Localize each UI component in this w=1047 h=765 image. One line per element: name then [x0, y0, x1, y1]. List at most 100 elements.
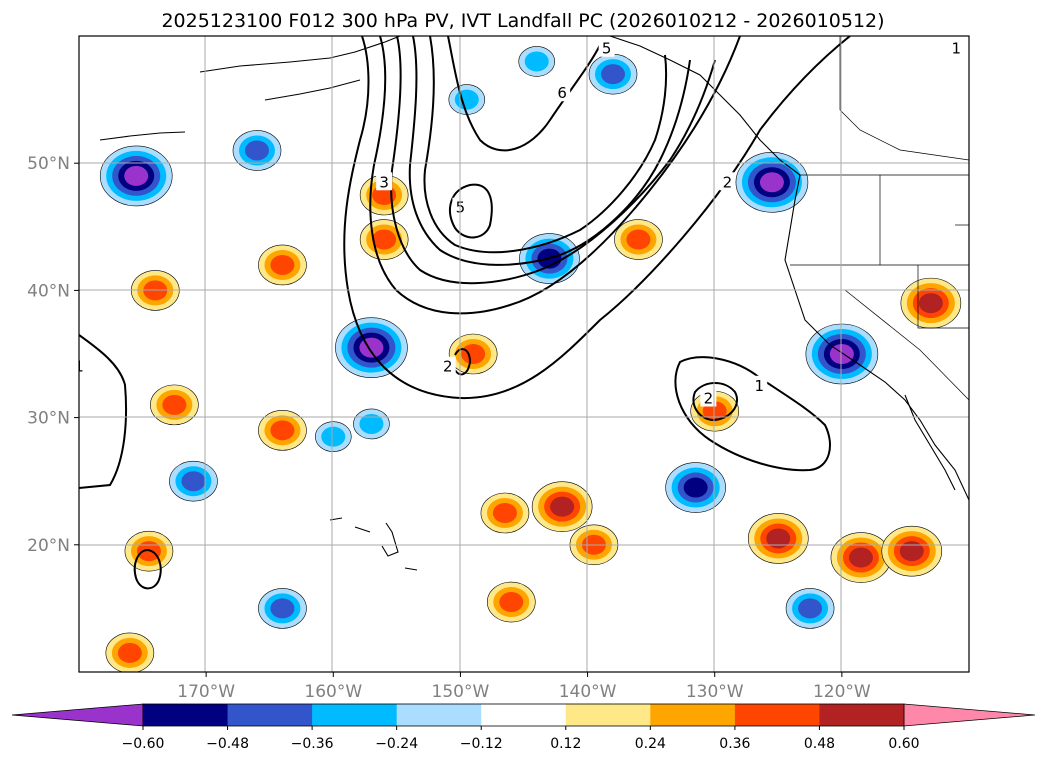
- colorbar-tick-label: 0.48: [804, 736, 835, 752]
- anomaly-blob-ring: [626, 229, 651, 250]
- contour-label-bg: [700, 388, 717, 407]
- anomaly-blob-ring: [798, 598, 823, 619]
- colorbar-extend-high: [903, 703, 1036, 727]
- contour-label-bg: [554, 83, 571, 102]
- colorbar-segment: [312, 704, 398, 726]
- anomaly-blob: [486, 581, 536, 623]
- colorbar-tick-label: 0.36: [719, 736, 750, 752]
- contour-label-bg: [79, 356, 87, 375]
- lon-tick-label: 140°W: [559, 682, 617, 702]
- anomaly-blob-ring: [117, 642, 142, 663]
- contour-label: 2: [723, 173, 733, 191]
- anomaly-blob-ring: [499, 592, 524, 613]
- anomaly-blob: [258, 410, 307, 451]
- colorbar-segment: [396, 704, 482, 726]
- anomaly-blob: [735, 151, 809, 213]
- contour-label: 6: [557, 84, 567, 102]
- lat-tick-label: 50°N: [27, 154, 70, 174]
- anomaly-blob: [99, 145, 173, 207]
- anomaly-blob: [480, 492, 530, 534]
- anomaly-blob: [258, 244, 307, 286]
- anomaly-blob-ring: [454, 89, 479, 110]
- colorbar-tick-label: −0.48: [206, 736, 249, 752]
- contour-label-bg: [598, 38, 615, 57]
- contour-label: 5: [602, 40, 612, 58]
- colorbar-segment: [143, 704, 229, 726]
- colorbar-outline: [142, 703, 905, 727]
- anomaly-blob-ring: [524, 51, 549, 72]
- chart-title: 2025123100 F012 300 hPa PV, IVT Landfall…: [161, 10, 884, 32]
- anomaly-blob-ring: [321, 426, 346, 447]
- anomaly-blob-ring: [270, 598, 295, 619]
- colorbar-tick-labels: −0.60 −0.48 −0.36 −0.24 −0.12 0.12 0.24 0.36 0.4…: [122, 726, 920, 752]
- anomaly-blob: [588, 53, 638, 95]
- anomaly-blob: [900, 277, 962, 329]
- anomaly-blob: [448, 84, 486, 115]
- lat-tick-label: 30°N: [27, 409, 70, 429]
- anomaly-blob: [805, 323, 879, 385]
- anomaly-blob-ring: [492, 503, 517, 523]
- contour-label: 2: [704, 390, 714, 408]
- contour-label-bg: [719, 172, 736, 191]
- pv-contours: [79, 36, 851, 590]
- anomaly-blob-ring: [683, 477, 708, 498]
- contour-label-bg: [948, 38, 965, 57]
- colorbar-segment: [734, 704, 820, 726]
- anomaly-blob: [785, 588, 835, 629]
- lon-tick-label: 170°W: [177, 682, 235, 702]
- longitude-tick-labels: 170°W 160°W 150°W 140°W 130°W 120°W: [177, 672, 871, 702]
- coastlines: [99, 36, 969, 571]
- colorbar: [11, 703, 1036, 727]
- anomaly-blob: [169, 460, 218, 502]
- colorbar-tick-label: −0.36: [291, 736, 334, 752]
- lat-tick-label: 40°N: [27, 281, 70, 301]
- lon-tick-label: 130°W: [686, 682, 744, 702]
- contour-label-bg: [376, 172, 393, 191]
- gridlines: [79, 36, 969, 672]
- lat-tick-label: 20°N: [27, 536, 70, 556]
- anomaly-blob-ring: [759, 172, 784, 193]
- lon-tick-label: 150°W: [432, 682, 490, 702]
- anomaly-blob: [747, 513, 809, 564]
- contour-label: 1: [754, 377, 764, 395]
- anomaly-blob-ring: [181, 471, 206, 492]
- contour-label-bg: [751, 375, 768, 394]
- anomaly-blob-ring: [899, 541, 924, 562]
- anomaly-blob: [105, 632, 155, 672]
- anomaly-blob-ring: [372, 229, 397, 250]
- anomaly-blob-ring: [601, 64, 625, 85]
- anomaly-blob: [881, 525, 943, 577]
- contour-label: 2: [443, 358, 453, 376]
- anomaly-blob: [314, 421, 352, 452]
- colorbar-tick-label: −0.12: [460, 736, 503, 752]
- anomaly-blob-ring: [270, 420, 295, 441]
- anomaly-blob: [665, 462, 726, 513]
- anomaly-blob-ring: [550, 496, 575, 517]
- state-borders: [790, 36, 969, 401]
- anomaly-blob-ring: [359, 413, 384, 434]
- lon-tick-label: 120°W: [813, 682, 871, 702]
- colorbar-segment: [227, 704, 313, 726]
- colorbar-tick-label: 0.12: [550, 736, 581, 752]
- anomaly-blob-ring: [124, 165, 149, 186]
- colorbar-extend-low: [11, 703, 144, 727]
- contour-label: 3: [379, 173, 389, 191]
- contour-label: 1: [74, 358, 84, 376]
- colorbar-tick-label: 0.60: [888, 736, 919, 752]
- anomaly-blob-ring: [918, 293, 943, 314]
- anomaly-blob: [258, 588, 307, 629]
- anomaly-blob-ring: [766, 528, 791, 549]
- latitude-tick-labels: 20°N 30°N 40°N 50°N: [27, 154, 79, 556]
- contour-label-bg: [439, 356, 456, 375]
- anomaly-blob-ring: [461, 344, 486, 364]
- contour-label: 1: [952, 40, 962, 58]
- colorbar-segment: [565, 704, 651, 726]
- colorbar-segment: [650, 704, 736, 726]
- anomaly-blob-ring: [162, 394, 187, 415]
- anomaly-blob: [335, 317, 408, 378]
- lon-tick-label: 160°W: [304, 682, 362, 702]
- anomaly-blob: [518, 46, 556, 77]
- anomaly-blob: [830, 532, 892, 583]
